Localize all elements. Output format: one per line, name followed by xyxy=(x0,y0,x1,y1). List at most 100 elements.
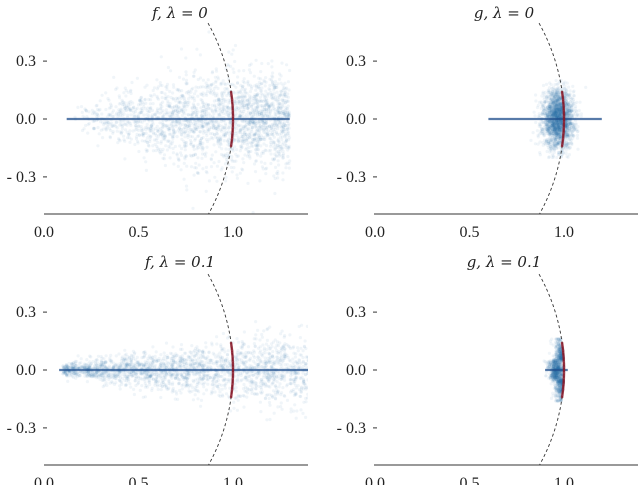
scatter-point xyxy=(241,134,245,139)
scatter-point xyxy=(134,135,139,139)
scatter-point xyxy=(258,136,262,140)
scatter-point xyxy=(246,102,250,106)
scatter-point xyxy=(139,98,143,102)
scatter-point xyxy=(264,101,268,105)
scatter-point xyxy=(242,104,246,108)
scatter-point xyxy=(201,146,205,150)
scatter-point xyxy=(286,119,290,124)
scatter-point xyxy=(229,165,233,170)
scatter-point xyxy=(267,105,271,109)
scatter-point xyxy=(128,129,132,133)
scatter-point xyxy=(135,127,139,131)
scatter-point xyxy=(241,157,245,161)
scatter-point xyxy=(134,119,138,123)
scatter-point xyxy=(554,113,558,118)
scatter-point xyxy=(216,140,220,144)
scatter-point xyxy=(249,135,253,139)
scatter-point xyxy=(188,95,192,99)
scatter-point xyxy=(114,120,118,124)
scatter-point xyxy=(229,64,233,68)
scatter-point xyxy=(286,127,290,131)
scatter-point xyxy=(194,85,198,89)
scatter-point xyxy=(131,106,135,111)
scatter-point xyxy=(175,113,179,117)
scatter-point xyxy=(547,155,552,159)
scatter-point xyxy=(568,92,572,96)
scatter-point xyxy=(200,92,204,96)
scatter-point xyxy=(151,131,155,135)
scatter-point xyxy=(140,107,144,111)
scatter-point xyxy=(255,144,260,148)
scatter-point xyxy=(157,127,161,131)
scatter-point xyxy=(288,68,292,73)
scatter-point xyxy=(557,98,561,102)
scatter-point xyxy=(572,127,577,131)
scatter-point xyxy=(195,128,199,132)
scatter-point xyxy=(183,135,187,139)
scatter-point xyxy=(210,110,215,114)
scatter-point xyxy=(175,109,179,113)
scatter-point xyxy=(264,172,268,176)
scatter-point xyxy=(254,122,258,126)
scatter-point xyxy=(276,176,280,180)
scatter-point xyxy=(134,124,138,128)
scatter-point xyxy=(191,102,195,106)
scatter-point xyxy=(244,138,249,142)
scatter-point xyxy=(161,147,165,151)
scatter-point xyxy=(127,102,131,106)
scatter-point xyxy=(272,106,276,110)
scatter-point xyxy=(110,111,114,115)
scatter-point xyxy=(245,137,249,141)
scatter-point xyxy=(99,128,103,132)
scatter-point xyxy=(282,111,286,115)
scatter-point xyxy=(191,153,195,157)
scatter-point xyxy=(147,110,151,114)
scatter-point xyxy=(179,153,184,157)
scatter-point xyxy=(222,91,226,95)
scatter-point xyxy=(177,75,182,79)
scatter-point xyxy=(123,122,127,127)
scatter-point xyxy=(284,140,288,144)
scatter-point xyxy=(236,100,241,104)
scatter-point xyxy=(235,105,239,109)
scatter-point xyxy=(212,124,216,128)
scatter-point xyxy=(191,145,195,149)
scatter-point xyxy=(565,113,569,118)
scatter-point xyxy=(86,131,90,135)
scatter-point xyxy=(545,124,550,128)
scatter-point xyxy=(217,145,222,149)
scatter-point xyxy=(575,113,579,117)
scatter-point xyxy=(149,126,153,130)
scatter-point xyxy=(149,127,153,131)
scatter-point xyxy=(186,135,190,140)
scatter-point xyxy=(252,162,257,166)
scatter-point xyxy=(548,141,552,145)
scatter-point xyxy=(153,132,157,136)
scatter-point xyxy=(558,97,562,101)
scatter-point xyxy=(196,145,200,150)
scatter-point xyxy=(264,103,268,107)
scatter-point xyxy=(261,123,266,127)
scatter-point xyxy=(549,92,553,96)
scatter-point xyxy=(201,115,205,119)
scatter-point xyxy=(246,79,250,84)
scatter-point xyxy=(173,109,177,113)
scatter-point xyxy=(265,103,269,107)
scatter-point xyxy=(244,147,248,151)
scatter-point xyxy=(228,121,232,125)
scatter-point xyxy=(258,82,262,86)
scatter-point xyxy=(219,102,223,106)
scatter-point xyxy=(216,138,221,142)
scatter-point xyxy=(244,126,248,130)
scatter-point xyxy=(556,104,560,108)
scatter-point xyxy=(286,112,290,116)
scatter-point xyxy=(164,124,168,128)
scatter-point xyxy=(276,82,280,86)
scatter-point xyxy=(224,99,228,103)
scatter-point xyxy=(162,134,166,138)
scatter-point xyxy=(217,97,221,101)
scatter-point xyxy=(246,106,250,110)
scatter-point xyxy=(264,107,268,111)
scatter-point xyxy=(226,106,230,110)
scatter-point xyxy=(183,148,187,152)
